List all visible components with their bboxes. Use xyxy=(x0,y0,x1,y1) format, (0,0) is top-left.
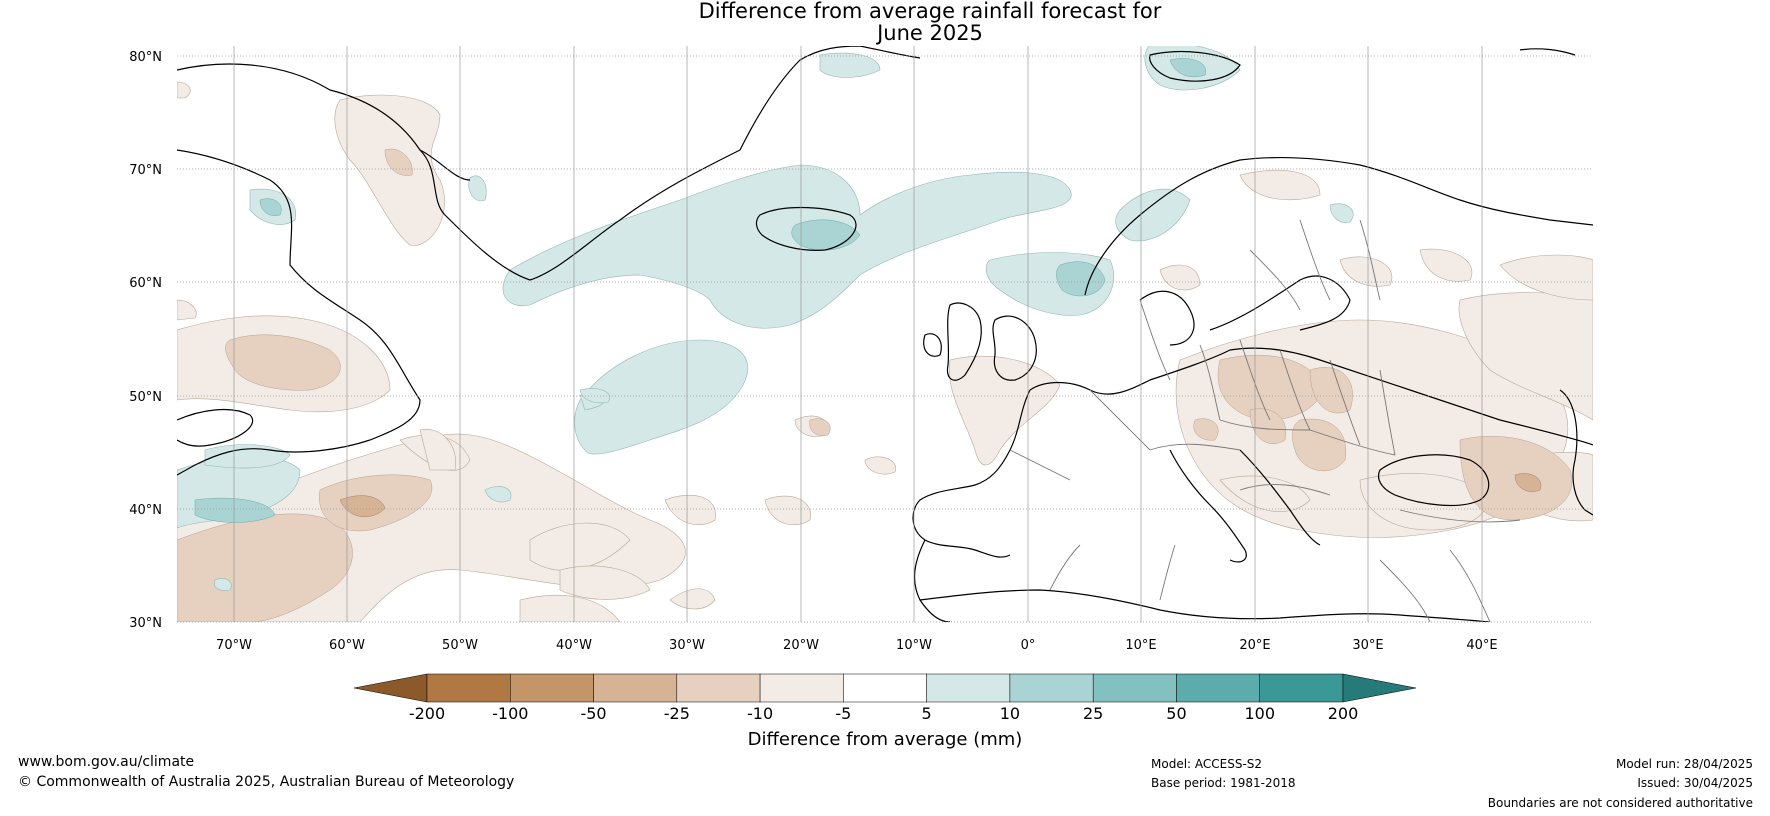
strong-dry-areas xyxy=(339,473,1542,518)
colorbar-segment xyxy=(510,673,594,703)
lat-label: 50°N xyxy=(129,390,162,405)
lon-label: 10°W xyxy=(896,638,932,653)
map-title-line2: June 2025 xyxy=(877,21,983,45)
website-text: www.bom.gov.au/climate xyxy=(18,754,195,770)
lon-label: 70°W xyxy=(216,638,252,653)
latitude-gridlines xyxy=(177,55,1593,623)
colorbar-tick-label: -50 xyxy=(580,704,606,723)
colorbar-segment xyxy=(1009,673,1094,703)
colorbar-tick-label: -200 xyxy=(409,704,445,723)
lat-label: 40°N xyxy=(129,503,162,518)
lat-label: 60°N xyxy=(129,276,162,291)
model-run-text: Model run: 28/04/2025 xyxy=(1615,757,1753,771)
copyright-text: © Commonwealth of Australia 2025, Austra… xyxy=(18,774,515,790)
model-text: Model: ACCESS-S2 xyxy=(1151,757,1263,771)
colorbar-tick-label: 25 xyxy=(1083,704,1103,723)
disclaimer-text: Boundaries are not considered authoritat… xyxy=(1487,796,1753,810)
longitude-gridlines xyxy=(233,46,1483,622)
colorbar-segment xyxy=(676,673,761,703)
lon-label: 40°E xyxy=(1466,638,1497,653)
colorbar-segment xyxy=(593,673,678,703)
coastlines xyxy=(177,46,1593,622)
colorbar-segment xyxy=(1092,673,1177,703)
colorbar-tick-label: -25 xyxy=(664,704,690,723)
map-title-line1: Difference from average rainfall forecas… xyxy=(698,0,1162,23)
colorbar-segment xyxy=(426,673,511,703)
colorbar: -200 -100 -50 -25 -10 -5 5 10 25 50 100 200 Differe… xyxy=(353,673,1417,750)
lon-label: 10°E xyxy=(1125,638,1156,653)
colorbar-tick-label: 50 xyxy=(1166,704,1186,723)
colorbar-segments xyxy=(426,673,1344,703)
colorbar-segment xyxy=(759,673,844,703)
base-period-text: Base period: 1981-2018 xyxy=(1151,776,1296,790)
colorbar-min-arrow xyxy=(353,673,428,703)
colorbar-max-arrow xyxy=(1342,673,1417,703)
colorbar-tick-label: 5 xyxy=(922,704,932,723)
latitude-labels: 80°N 70°N 60°N 50°N 40°N 30°N xyxy=(129,50,162,631)
lat-label: 30°N xyxy=(129,616,162,631)
lon-label: 40°W xyxy=(556,638,592,653)
longitude-labels: 70°W 60°W 50°W 40°W 30°W 20°W 10°W 0° 10… xyxy=(216,638,1498,653)
colorbar-tick-label: 200 xyxy=(1328,704,1359,723)
colorbar-tick-label: -100 xyxy=(492,704,528,723)
lon-label: 0° xyxy=(1021,638,1036,653)
colorbar-segment xyxy=(1176,673,1260,703)
colorbar-segment xyxy=(843,673,927,703)
lat-label: 70°N xyxy=(129,163,162,178)
colorbar-tick-label: -10 xyxy=(747,704,773,723)
lon-label: 20°W xyxy=(783,638,819,653)
lon-label: 30°E xyxy=(1352,638,1383,653)
issued-text: Issued: 30/04/2025 xyxy=(1637,776,1753,790)
colorbar-tick-label: 10 xyxy=(1000,704,1020,723)
lon-label: 50°W xyxy=(442,638,478,653)
lon-label: 30°W xyxy=(669,638,705,653)
country-borders xyxy=(1009,219,1521,622)
lon-label: 20°E xyxy=(1239,638,1270,653)
colorbar-segment xyxy=(926,673,1011,703)
colorbar-segment xyxy=(1259,673,1344,703)
colorbar-label: Difference from average (mm) xyxy=(748,729,1023,750)
colorbar-ticks: -200 -100 -50 -25 -10 -5 5 10 25 50 100 200 xyxy=(409,704,1358,723)
lon-label: 60°W xyxy=(329,638,365,653)
colorbar-tick-label: 100 xyxy=(1244,704,1275,723)
colorbar-tick-label: -5 xyxy=(835,704,851,723)
lat-label: 80°N xyxy=(129,50,162,65)
